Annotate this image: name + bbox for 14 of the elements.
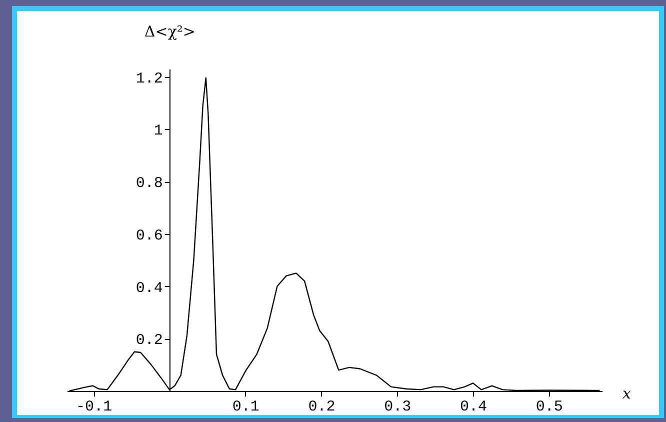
- y-axis-title: Δ<χ²>: [144, 22, 196, 40]
- y-tick-label: 0.8: [136, 175, 163, 192]
- x-tick-label: 0.2: [308, 398, 336, 416]
- y-tick-label: 0.6: [136, 227, 163, 244]
- x-tick-label: 0.5: [536, 398, 563, 416]
- x-tick-label: -0.1: [76, 398, 112, 416]
- y-tick-label: 1.2: [136, 70, 163, 88]
- y-tick-label: 0.4: [136, 280, 163, 297]
- x-tick-label: 0.4: [460, 398, 487, 416]
- x-axis-title: x: [622, 384, 632, 402]
- y-tick-label: 1: [154, 122, 163, 140]
- x-tick-label: 0.3: [384, 398, 412, 416]
- y-tick-label: 0.2: [136, 332, 163, 350]
- x-tick-label: 0.1: [232, 398, 260, 416]
